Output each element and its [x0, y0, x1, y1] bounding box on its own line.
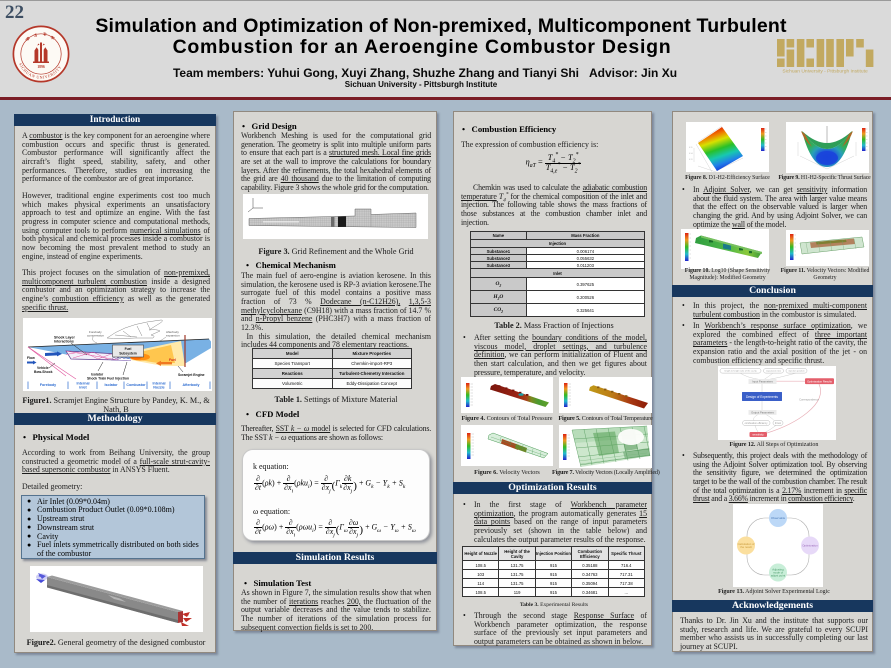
- svg-text:inlet: inlet: [79, 386, 87, 390]
- svg-text:Nozzle: Nozzle: [153, 386, 164, 390]
- svg-text:Input Parameters: Input Parameters: [752, 380, 773, 384]
- svg-text:Flow: Flow: [27, 356, 35, 360]
- svg-text:Correspondence: Correspondence: [799, 398, 819, 402]
- svg-text:length to height ratio of the: length to height ratio of the cavity: [724, 370, 757, 373]
- svg-text:expansion ratio: expansion ratio: [766, 370, 782, 373]
- svg-text:0.33: 0.33: [689, 159, 693, 161]
- svg-text:Observable: Observable: [771, 516, 786, 520]
- svg-text:Combustor: Combustor: [126, 383, 146, 387]
- svg-text:combustion efficiency: combustion efficiency: [745, 422, 769, 425]
- svg-text:Output Parameters: Output Parameters: [751, 411, 774, 415]
- svg-text:Sichuan University - Pittsburg: Sichuan University - Pittsburgh Institut…: [782, 68, 868, 74]
- svg-text:Bow-Shock: Bow-Shock: [34, 370, 53, 374]
- svg-text:Fuel: Fuel: [169, 358, 176, 362]
- svg-text:Design of Experiments: Design of Experiments: [746, 395, 778, 399]
- svg-text:0.35: 0.35: [689, 147, 693, 149]
- svg-text:adjust point: adjust point: [771, 574, 786, 578]
- svg-text:Interactions: Interactions: [54, 340, 74, 344]
- svg-text:Forebody: Forebody: [89, 330, 102, 334]
- svg-text:Calculation of: Calculation of: [738, 542, 755, 546]
- svg-text:Fuel: Fuel: [125, 347, 132, 351]
- svg-text:Subsystem: Subsystem: [119, 351, 137, 355]
- svg-text:Optimization Results: Optimization Results: [807, 379, 832, 383]
- svg-text:Adjusting: Adjusting: [772, 568, 784, 572]
- svg-text:injection position: injection position: [788, 370, 805, 373]
- svg-text:Isolator: Isolator: [91, 373, 104, 377]
- svg-text:Optimization: Optimization: [802, 544, 818, 548]
- svg-text:sensitivity: sensitivity: [752, 433, 764, 437]
- svg-text:0.34: 0.34: [689, 153, 693, 155]
- svg-text:expansion: expansion: [166, 334, 180, 338]
- svg-text:Shock Train Fuel Injection: Shock Train Fuel Injection: [87, 377, 129, 381]
- svg-text:Afterbody: Afterbody: [166, 330, 179, 334]
- svg-text:Scramjet Engine: Scramjet Engine: [178, 373, 205, 377]
- svg-text:Vehicle: Vehicle: [37, 366, 49, 370]
- svg-text:Internal: Internal: [153, 382, 166, 386]
- svg-text:Afterbody: Afterbody: [183, 383, 200, 387]
- svg-text:Internal: Internal: [77, 382, 90, 386]
- svg-text:thrust: thrust: [775, 422, 781, 425]
- svg-text:the result: the result: [740, 545, 752, 549]
- svg-text:compression: compression: [87, 334, 104, 338]
- svg-text:Forebody: Forebody: [40, 383, 56, 387]
- svg-text:1896: 1896: [37, 65, 45, 69]
- svg-text:Isolator: Isolator: [105, 383, 119, 387]
- svg-text:Shock Layer: Shock Layer: [54, 336, 75, 340]
- svg-text:mode of: mode of: [773, 571, 783, 575]
